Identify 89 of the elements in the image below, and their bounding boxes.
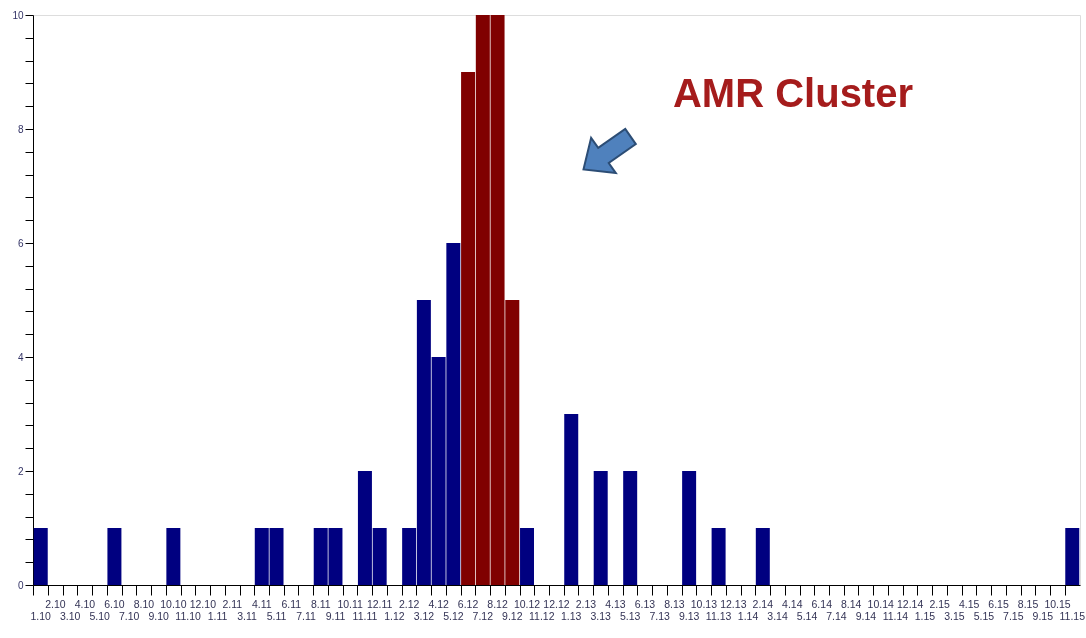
x-tick-label: 7.15 bbox=[1003, 610, 1024, 622]
x-tick-label: 3.12 bbox=[413, 610, 435, 622]
x-tick-label: 2.15 bbox=[929, 597, 951, 610]
x-tick-label: 6.15 bbox=[988, 597, 1009, 610]
y-tick-label: 10 bbox=[12, 9, 24, 21]
x-tick-label: 8.13 bbox=[664, 597, 685, 610]
bar bbox=[33, 528, 48, 585]
y-tick-label: 0 bbox=[17, 579, 24, 591]
x-tick-label: 11.11 bbox=[352, 610, 378, 622]
y-tick-label: 2 bbox=[17, 465, 24, 477]
x-tick-label: 1.10 bbox=[30, 610, 52, 622]
x-tick-label: 7.10 bbox=[118, 610, 140, 622]
x-tick-label: 8.11 bbox=[310, 597, 331, 610]
x-tick-label: 1.13 bbox=[561, 610, 582, 622]
bar bbox=[564, 414, 579, 585]
x-tick-label: 1.14 bbox=[737, 610, 759, 622]
x-tick-label: 7.12 bbox=[472, 610, 494, 622]
bar bbox=[593, 471, 608, 585]
x-tick-label: 5.12 bbox=[443, 610, 464, 622]
x-tick-label: 10.13 bbox=[690, 597, 718, 610]
x-tick-label: 4.13 bbox=[605, 597, 626, 610]
x-tick-label: 10.12 bbox=[513, 597, 541, 610]
x-tick-label: 3.11 bbox=[237, 610, 258, 622]
x-tick-label: 11.13 bbox=[705, 610, 732, 622]
x-tick-label: 8.10 bbox=[133, 597, 155, 610]
x-tick-label: 12.10 bbox=[189, 597, 217, 610]
annotation: AMR Cluster bbox=[672, 71, 914, 115]
x-tick-label: 2.14 bbox=[752, 597, 774, 610]
y-tick-label: 4 bbox=[17, 351, 24, 363]
bar bbox=[755, 528, 770, 585]
x-tick-label: 5.13 bbox=[619, 610, 641, 622]
x-tick-label: 10.11 bbox=[337, 597, 364, 610]
x-tick-label: 1.11 bbox=[207, 610, 228, 622]
x-tick-label: 9.11 bbox=[325, 610, 346, 622]
x-tick-label: 8.14 bbox=[841, 597, 862, 610]
x-tick-label: 1.12 bbox=[384, 610, 405, 622]
x-tick-label: 5.10 bbox=[89, 610, 111, 622]
x-tick-label: 10.15 bbox=[1044, 597, 1071, 610]
bar bbox=[682, 471, 697, 585]
x-tick-label: 9.10 bbox=[148, 610, 169, 622]
x-tick-label: 5.15 bbox=[973, 610, 995, 622]
x-tick-label: 2.10 bbox=[45, 597, 66, 610]
x-tick-label: 9.15 bbox=[1032, 610, 1054, 622]
x-tick-label: 3.15 bbox=[944, 610, 965, 622]
x-tick-label: 7.14 bbox=[826, 610, 847, 622]
x-tick-label: 7.11 bbox=[296, 610, 316, 622]
y-tick-label: 8 bbox=[17, 123, 24, 135]
x-tick-label: 4.11 bbox=[251, 597, 272, 610]
bar bbox=[1065, 528, 1080, 585]
x-tick-label: 2.13 bbox=[575, 597, 597, 610]
x-tick-label: 3.10 bbox=[59, 610, 81, 622]
bar bbox=[166, 528, 181, 585]
x-tick-label: 2.11 bbox=[222, 597, 243, 610]
x-tick-label: 4.14 bbox=[782, 597, 803, 610]
x-tick-label: 11.14 bbox=[882, 610, 909, 622]
x-tick-label: 6.11 bbox=[281, 597, 302, 610]
bar bbox=[520, 528, 535, 585]
x-tick-label: 4.12 bbox=[428, 597, 449, 610]
x-tick-label: 4.15 bbox=[958, 597, 980, 610]
x-tick-label: 12.11 bbox=[366, 597, 393, 610]
x-tick-label: 9.12 bbox=[502, 610, 523, 622]
x-tick-label: 9.13 bbox=[678, 610, 700, 622]
x-tick-label: 8.12 bbox=[487, 597, 508, 610]
x-tick-label: 11.12 bbox=[529, 610, 555, 622]
x-tick-label: 12.12 bbox=[543, 597, 570, 610]
x-tick-label: 5.14 bbox=[796, 610, 818, 622]
x-tick-label: 1.15 bbox=[914, 610, 936, 622]
x-tick-label: 6.10 bbox=[104, 597, 125, 610]
x-tick-label: 6.13 bbox=[634, 597, 656, 610]
x-tick-label: 7.13 bbox=[649, 610, 671, 622]
x-tick-label: 5.11 bbox=[266, 610, 287, 622]
x-tick-label: 12.13 bbox=[720, 597, 747, 610]
x-tick-label: 11.15 bbox=[1059, 610, 1086, 622]
x-tick-label: 4.10 bbox=[74, 597, 96, 610]
x-tick-label: 10.14 bbox=[867, 597, 894, 610]
x-tick-label: 6.12 bbox=[457, 597, 479, 610]
y-tick-label: 6 bbox=[17, 237, 24, 249]
x-tick-label: 12.14 bbox=[897, 597, 924, 610]
x-tick-label: 9.14 bbox=[855, 610, 877, 622]
x-tick-label: 8.15 bbox=[1017, 597, 1039, 610]
bar bbox=[623, 471, 638, 585]
bar bbox=[711, 528, 726, 585]
x-tick-label: 2.12 bbox=[398, 597, 420, 610]
x-tick-label: 3.14 bbox=[767, 610, 788, 622]
x-tick-label: 10.10 bbox=[160, 597, 187, 610]
x-tick-label: 3.13 bbox=[590, 610, 612, 622]
bar bbox=[107, 528, 122, 585]
x-tick-label: 11.10 bbox=[175, 610, 201, 622]
x-tick-label: 6.14 bbox=[811, 597, 833, 610]
